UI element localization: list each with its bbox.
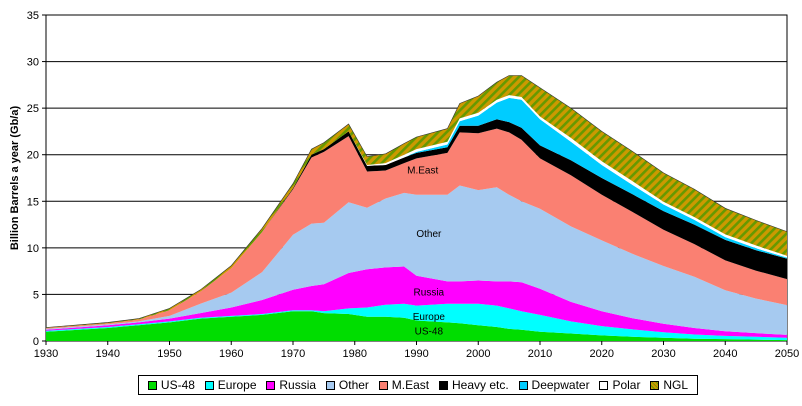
- legend-swatch: [266, 380, 276, 390]
- chart-legend: US-48 Europe Russia Other M.East Heavy etc. De…: [138, 375, 698, 395]
- annotation-label: M.East: [407, 166, 438, 177]
- legend-item: Deepwater: [518, 378, 590, 392]
- x-tick-label: 2000: [466, 348, 490, 360]
- x-tick-label: 2030: [651, 348, 675, 360]
- series-areas: [45, 75, 788, 341]
- area-europe: [46, 303, 787, 341]
- legend-label: US-48: [160, 378, 195, 392]
- area-ngl: [46, 75, 787, 328]
- legend-label: M.East: [391, 378, 430, 392]
- area-other: [46, 185, 787, 335]
- y-tick-label: 35: [27, 10, 39, 22]
- x-tick-label: 1980: [343, 348, 367, 360]
- area-us-48: [46, 311, 787, 341]
- y-tick-label: 15: [27, 196, 39, 208]
- legend-swatch: [147, 380, 157, 390]
- legend-item: US-48: [147, 378, 195, 392]
- legend-item: Russia: [266, 378, 316, 392]
- inline-labels: M.East Other Russia Europe US-48: [407, 166, 445, 338]
- x-tick-label: 2010: [528, 348, 552, 360]
- legend-swatch: [325, 380, 335, 390]
- x-tick-label: 2050: [775, 348, 799, 360]
- annotation-label: Russia: [414, 288, 445, 299]
- chart-canvas: 1930 1940 1950 1960 1970 1980 1990 2000 2010 2020…: [9, 10, 799, 360]
- legend-swatch: [650, 380, 660, 390]
- legend-label: Europe: [217, 378, 257, 392]
- x-tick-label: 1950: [157, 348, 181, 360]
- x-tick-label: 1990: [404, 348, 428, 360]
- legend-label: Deepwater: [531, 378, 590, 392]
- area-m-east: [46, 128, 787, 329]
- legend-item: Heavy etc.: [438, 378, 509, 392]
- x-tick-label: 2040: [713, 348, 737, 360]
- y-axis-label: Billion Barrels a year (Gb/a): [9, 106, 21, 251]
- legend-item: Europe: [204, 378, 257, 392]
- y-tick-label: 30: [27, 57, 39, 69]
- legend-swatch: [599, 380, 609, 390]
- x-tick-label: 1940: [96, 348, 120, 360]
- total-outline: [45, 75, 788, 328]
- y-tick-label: 10: [27, 243, 39, 255]
- area-russia: [46, 266, 787, 338]
- annotation-label: Other: [416, 229, 442, 240]
- x-tick-label: 1930: [34, 348, 58, 360]
- x-tick-label: 1960: [219, 348, 243, 360]
- y-tick-label: 20: [27, 150, 39, 162]
- x-tick-label: 2020: [590, 348, 614, 360]
- legend-swatch: [204, 380, 214, 390]
- legend-label: Polar: [612, 378, 641, 392]
- legend-item: Other: [325, 378, 369, 392]
- axis-ticks: 1930 1940 1950 1960 1970 1980 1990 2000 2010 2020…: [27, 10, 799, 360]
- annotation-label: US-48: [415, 327, 444, 338]
- legend-label: Heavy etc.: [451, 378, 509, 392]
- legend-label: Other: [338, 378, 369, 392]
- legend-swatch: [378, 380, 388, 390]
- legend-swatch: [438, 380, 448, 390]
- legend-swatch: [518, 380, 528, 390]
- y-tick-label: 0: [33, 336, 39, 348]
- legend-label: NGL: [663, 378, 688, 392]
- legend-label: Russia: [279, 378, 317, 392]
- legend-item: NGL: [650, 378, 688, 392]
- y-tick-label: 25: [27, 103, 39, 115]
- x-tick-label: 1970: [281, 348, 305, 360]
- legend-item: Polar: [599, 378, 640, 392]
- legend-item: M.East: [378, 378, 430, 392]
- annotation-label: Europe: [413, 312, 446, 323]
- y-tick-label: 5: [33, 289, 39, 301]
